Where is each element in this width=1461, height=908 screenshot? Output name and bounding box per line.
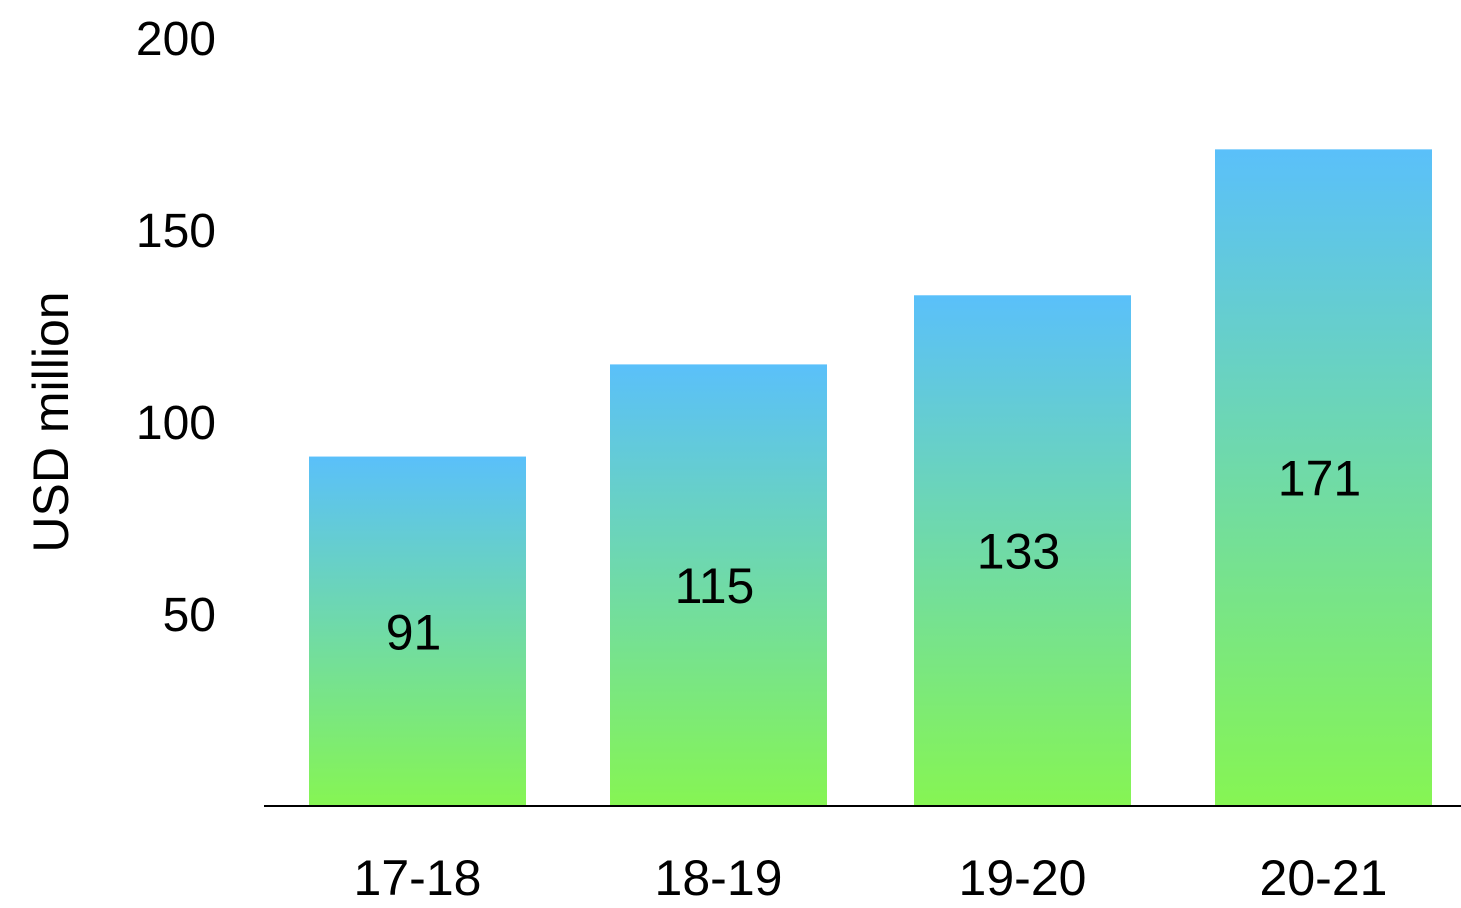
y-tick-label: 100 bbox=[136, 397, 216, 450]
bar-value-label: 91 bbox=[386, 604, 442, 660]
x-axis-category-labels: 17-18 18-19 19-20 20-21 bbox=[354, 850, 1388, 906]
y-axis-label: USD million bbox=[23, 291, 79, 552]
bar-20-21 bbox=[1215, 149, 1432, 807]
y-axis-ticks: 50 100 150 200 bbox=[136, 13, 216, 642]
x-category-label: 18-19 bbox=[655, 850, 783, 906]
bar-value-labels: 91 115 133 171 bbox=[386, 451, 1362, 661]
bars bbox=[309, 149, 1432, 807]
bar-17-18 bbox=[309, 456, 526, 806]
bar-value-label: 115 bbox=[675, 558, 755, 614]
bar-value-label: 171 bbox=[1278, 451, 1361, 507]
bar-19-20 bbox=[914, 295, 1131, 806]
y-tick-label: 200 bbox=[136, 13, 216, 66]
bar-value-label: 133 bbox=[977, 524, 1060, 580]
x-category-label: 19-20 bbox=[959, 850, 1087, 906]
y-tick-label: 150 bbox=[136, 205, 216, 258]
x-category-label: 20-21 bbox=[1260, 850, 1388, 906]
y-tick-label: 50 bbox=[163, 589, 216, 642]
x-category-label: 17-18 bbox=[354, 850, 482, 906]
bar-18-19 bbox=[610, 364, 827, 806]
